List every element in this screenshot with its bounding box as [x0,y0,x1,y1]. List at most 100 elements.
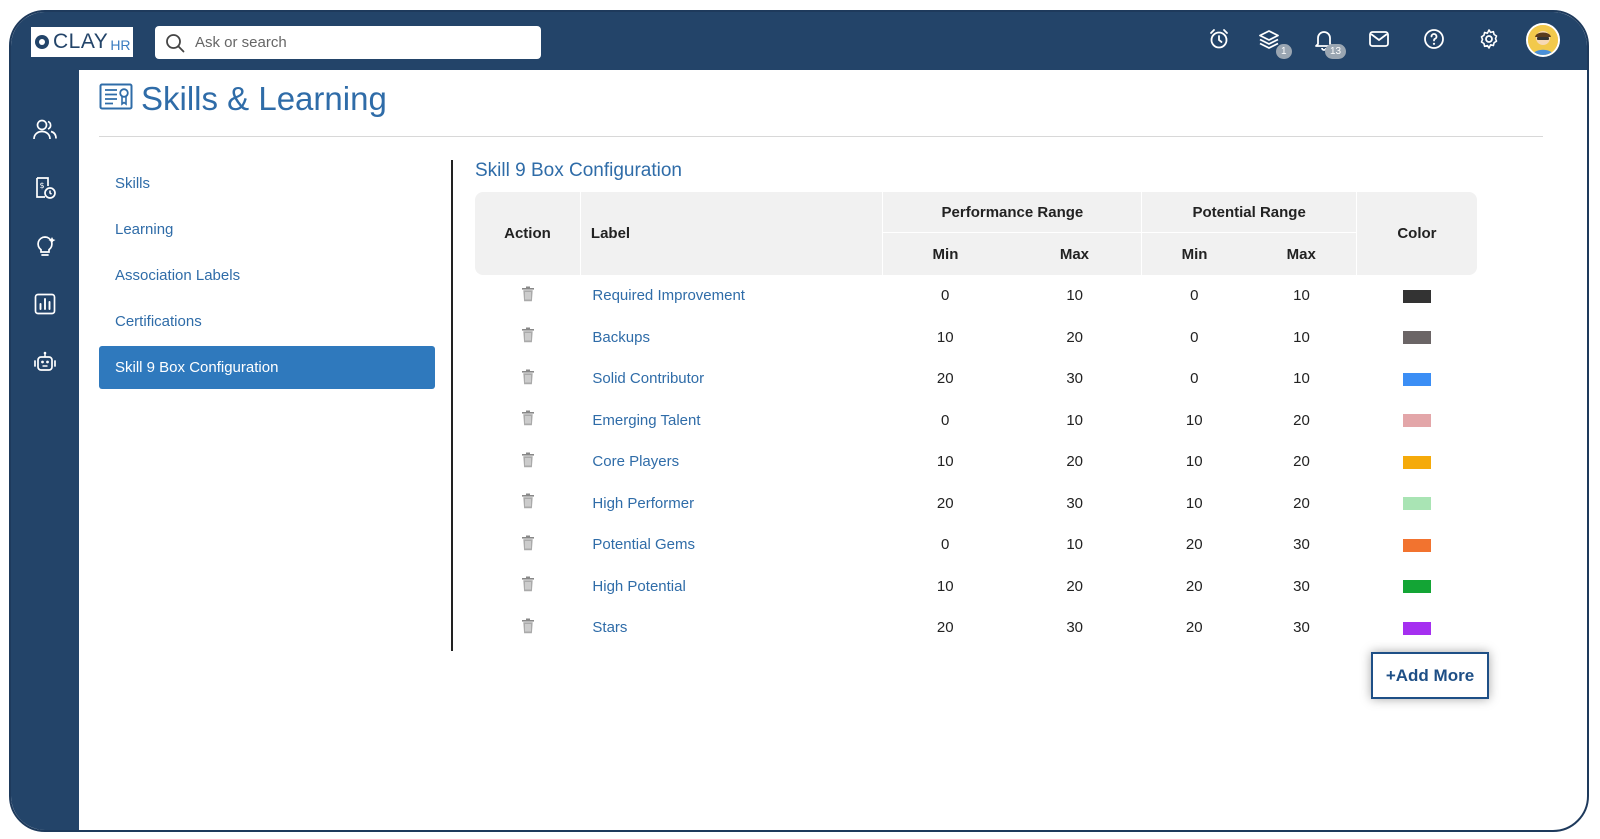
row-performance-max: 20 [1066,453,1084,471]
row-potential-max: 10 [1293,287,1310,305]
search-box[interactable] [155,26,541,59]
top-bar: CLAY HR 1 13 [11,12,1587,70]
alarm-clock-icon[interactable] [1206,26,1232,52]
color-swatch[interactable] [1402,289,1431,303]
table-row: Core Players 10 20 10 20 [475,441,1477,483]
subnav-item-association-labels[interactable]: Association Labels [115,266,241,284]
settings-gear-icon[interactable] [1476,26,1502,52]
header-performance-range: Performance Range [882,192,1142,233]
row-potential-min: 0 [1190,287,1199,305]
payroll-document-icon[interactable]: $ [31,174,59,202]
row-label[interactable]: Required Improvement [592,287,745,305]
section-title: Skill 9 Box Configuration [475,160,682,181]
row-label[interactable]: High Potential [592,577,686,595]
row-performance-max: 10 [1066,536,1084,554]
help-icon[interactable] [1421,26,1447,52]
row-label[interactable]: Solid Contributor [592,370,705,388]
trash-icon[interactable] [521,410,535,430]
header-potential-range: Potential Range [1141,192,1357,233]
mail-icon[interactable] [1366,26,1392,52]
subnav-item-skills[interactable]: Skills [115,174,151,192]
trash-icon[interactable] [521,493,535,513]
row-color-cell [1356,400,1477,442]
nine-box-table: Action Label Performance Range Potential… [475,192,1477,649]
header-label: Label [579,192,883,275]
layers-icon[interactable] [1256,26,1282,52]
row-potential-min: 20 [1185,619,1203,637]
table-row: Required Improvement 0 10 0 10 [475,275,1477,317]
table-row: High Performer 20 30 10 20 [475,483,1477,525]
row-performance-min: 0 [941,287,950,305]
row-action-cell [475,524,580,566]
nine-box-table-container: Action Label Performance Range Potential… [475,192,1477,649]
people-icon[interactable] [31,116,59,144]
table-row: Emerging Talent 0 10 10 20 [475,400,1477,442]
row-potential-min: 10 [1185,411,1203,429]
row-performance-min: 20 [936,370,954,388]
color-swatch[interactable] [1402,621,1431,635]
row-label[interactable]: Core Players [592,453,680,471]
header-potential-min: Min [1141,232,1247,275]
app-window: CLAY HR 1 13 [9,10,1589,832]
subnav-item-certifications[interactable]: Certifications [115,312,202,330]
row-action-cell [475,441,580,483]
trash-icon[interactable] [521,576,535,596]
row-color-cell [1356,275,1477,317]
row-color-cell [1356,607,1477,649]
table-row: Solid Contributor 20 30 0 10 [475,358,1477,400]
header-performance-max: Max [1007,232,1142,275]
color-swatch[interactable] [1402,580,1431,594]
logo-text: CLAY [53,30,109,53]
row-potential-max: 30 [1293,536,1310,554]
layers-badge: 1 [1276,44,1292,59]
nine-box-rows: Required Improvement 0 10 0 10 Backups 1… [475,275,1477,649]
row-label[interactable]: Emerging Talent [592,411,701,429]
row-performance-max: 30 [1066,494,1084,512]
title-divider [99,136,1543,137]
row-potential-min: 10 [1185,453,1203,471]
color-swatch[interactable] [1402,497,1431,511]
trash-icon[interactable] [521,327,535,347]
logo-mark-icon [35,35,49,49]
color-swatch[interactable] [1402,331,1431,345]
header-action: Action [475,192,581,275]
trash-icon[interactable] [521,535,535,555]
row-performance-min: 20 [936,619,954,637]
row-potential-min: 10 [1185,494,1203,512]
trash-icon[interactable] [521,452,535,472]
row-performance-min: 0 [941,411,950,429]
trash-icon[interactable] [521,286,535,306]
lightbulb-icon[interactable] [31,232,59,260]
color-swatch[interactable] [1402,455,1431,469]
add-more-button[interactable]: +Add More [1371,652,1489,699]
search-icon [166,33,185,52]
row-action-cell [475,566,580,608]
row-potential-min: 0 [1190,370,1199,388]
color-swatch[interactable] [1402,372,1431,386]
row-label[interactable]: Potential Gems [592,536,695,554]
row-performance-max: 20 [1066,577,1084,595]
row-performance-min: 10 [936,328,954,346]
row-action-cell [475,358,580,400]
trash-icon[interactable] [521,618,535,638]
trash-icon[interactable] [521,369,535,389]
subnav-item-skill-9-box-configuration[interactable]: Skill 9 Box Configuration [99,346,435,389]
color-swatch[interactable] [1402,414,1431,428]
robot-icon[interactable] [31,348,59,376]
row-label[interactable]: Stars [592,619,628,637]
user-avatar[interactable] [1526,23,1560,57]
clayhr-logo[interactable]: CLAY HR [31,27,133,57]
color-swatch[interactable] [1402,538,1431,552]
row-label[interactable]: High Performer [592,494,695,512]
row-performance-min: 10 [936,577,954,595]
row-performance-min: 20 [936,494,954,512]
row-color-cell [1356,317,1477,359]
search-input[interactable] [193,33,527,52]
row-color-cell [1356,358,1477,400]
notifications-badge: 13 [1325,44,1347,59]
subnav-item-learning[interactable]: Learning [115,220,174,238]
table-row: Stars 20 30 20 30 [475,607,1477,649]
row-label[interactable]: Backups [592,328,650,346]
chart-report-icon[interactable] [31,290,59,318]
table-row: Backups 10 20 0 10 [475,317,1477,359]
